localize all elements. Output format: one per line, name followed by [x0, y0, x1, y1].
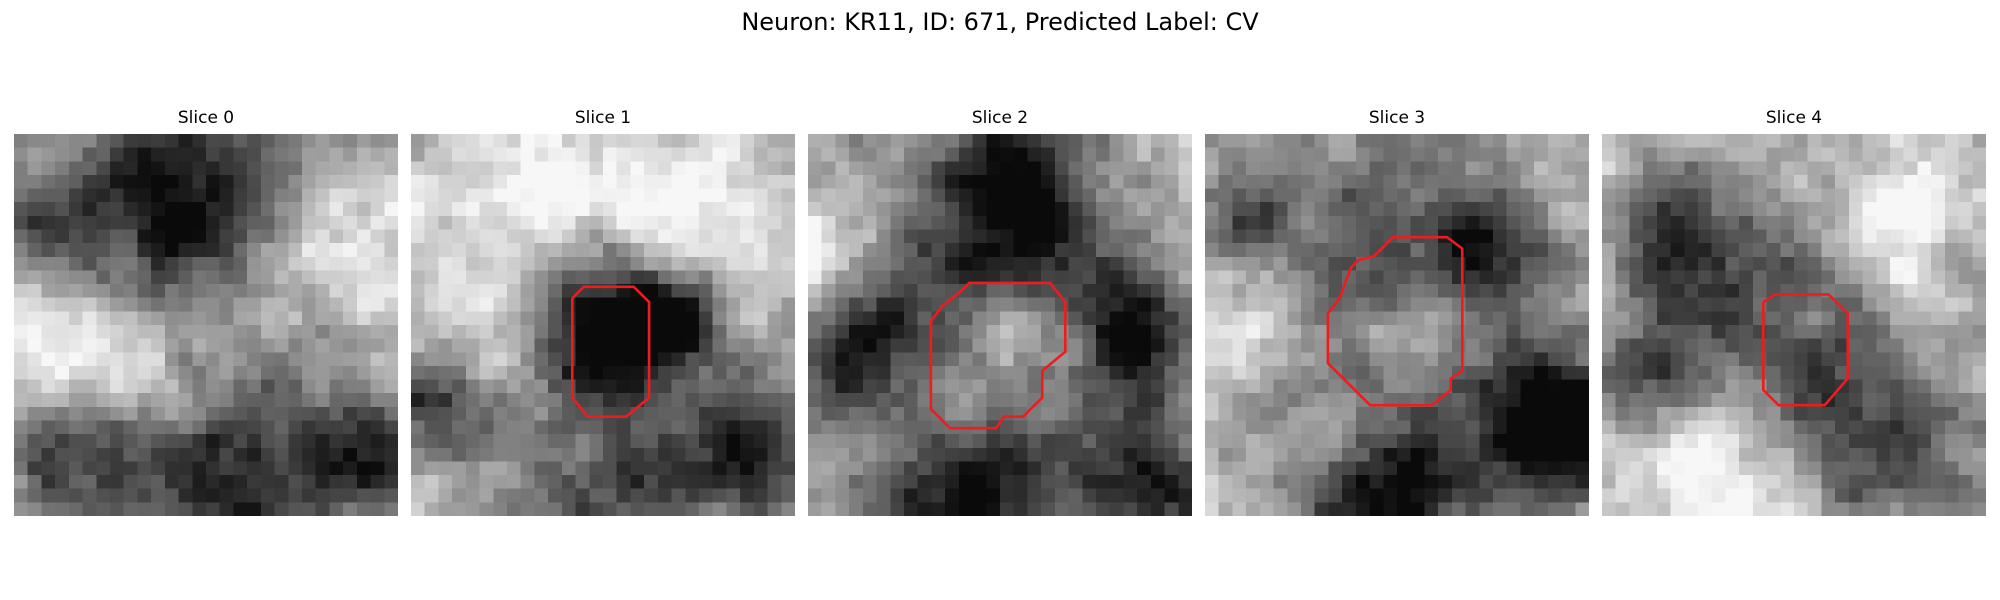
- pixel-grid-1: [411, 134, 795, 516]
- segmentation-contour-2: [931, 283, 1065, 428]
- slice-panel-4: Slice 4: [1602, 106, 1986, 516]
- slice-title-3: Slice 3: [1368, 108, 1426, 128]
- slice-image-0: [14, 134, 398, 516]
- slice-panel-1: Slice 1: [411, 106, 795, 516]
- slice-image-3: [1205, 134, 1589, 516]
- pixel-grid-3: [1205, 134, 1589, 516]
- slice-panel-2: Slice 2: [808, 106, 1192, 516]
- figure-title: Neuron: KR11, ID: 671, Predicted Label: …: [741, 8, 1259, 36]
- slice-title-1: Slice 1: [574, 108, 632, 128]
- slice-panel-3: Slice 3: [1205, 106, 1589, 516]
- slice-image-2: [808, 134, 1192, 516]
- pixel-grid-2: [808, 134, 1192, 516]
- segmentation-contour-4: [1763, 294, 1847, 405]
- slice-panel-0: Slice 0: [14, 106, 398, 516]
- slice-image-1: [411, 134, 795, 516]
- slice-title-0: Slice 0: [177, 108, 235, 128]
- pixel-grid-0: [14, 134, 398, 516]
- pixel-grid-4: [1602, 134, 1986, 516]
- slice-title-4: Slice 4: [1765, 108, 1823, 128]
- slice-image-4: [1602, 134, 1986, 516]
- slice-title-2: Slice 2: [971, 108, 1029, 128]
- segmentation-contour-1: [572, 287, 649, 417]
- segmentation-contour-3: [1328, 237, 1462, 405]
